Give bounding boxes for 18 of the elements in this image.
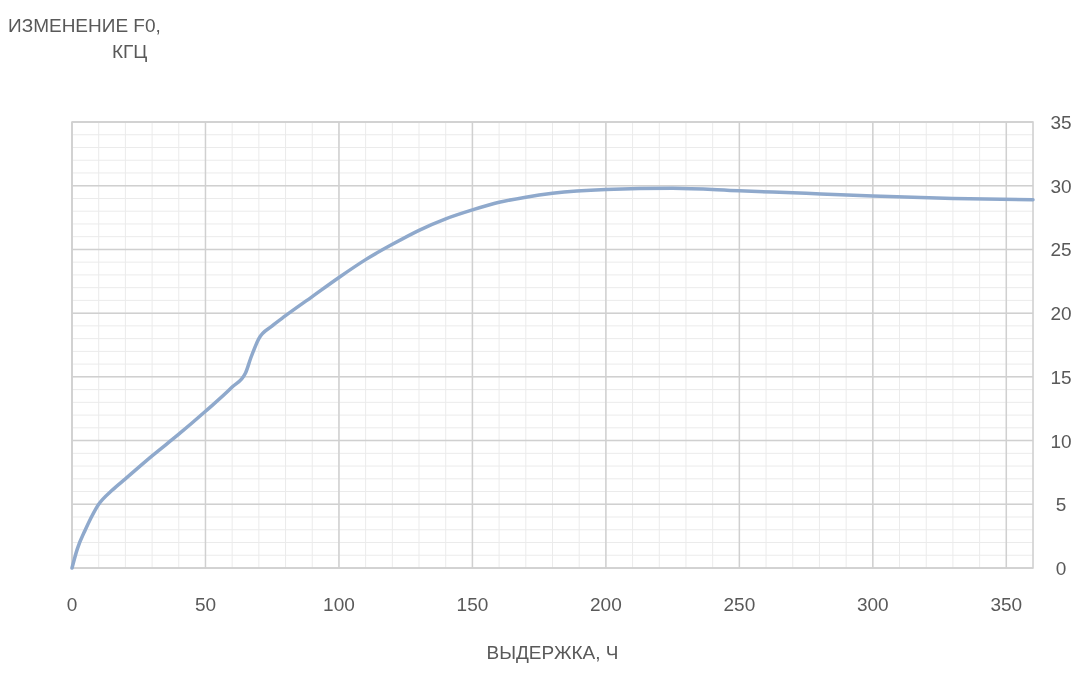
x-tick-label: 0 bbox=[66, 594, 78, 615]
y-tick-label: 30 bbox=[1050, 175, 1072, 197]
x-tick-label: 200 bbox=[590, 594, 622, 615]
x-tick-label: 100 bbox=[323, 594, 355, 615]
y-axis-title: ИЗМЕНЕНИЕ F0, КГЦ bbox=[8, 15, 161, 62]
y-tick-label: 5 bbox=[1055, 494, 1067, 516]
y-tick-label: 25 bbox=[1050, 239, 1072, 261]
y-tick-label: 0 bbox=[1055, 558, 1067, 579]
y-tick-label: 10 bbox=[1050, 430, 1072, 452]
x-tick-label: 300 bbox=[856, 594, 889, 615]
x-tick-label: 150 bbox=[456, 594, 489, 615]
y-tick-label: 20 bbox=[1050, 303, 1072, 325]
y-tick-label: 15 bbox=[1050, 366, 1072, 388]
x-tick-label: 50 bbox=[194, 594, 217, 615]
x-tick-label: 350 bbox=[990, 594, 1023, 615]
x-tick-label: 250 bbox=[723, 594, 756, 615]
y-tick-label: 35 bbox=[1050, 112, 1072, 133]
x-axis-title: ВЫДЕРЖКА, Ч bbox=[486, 642, 619, 663]
